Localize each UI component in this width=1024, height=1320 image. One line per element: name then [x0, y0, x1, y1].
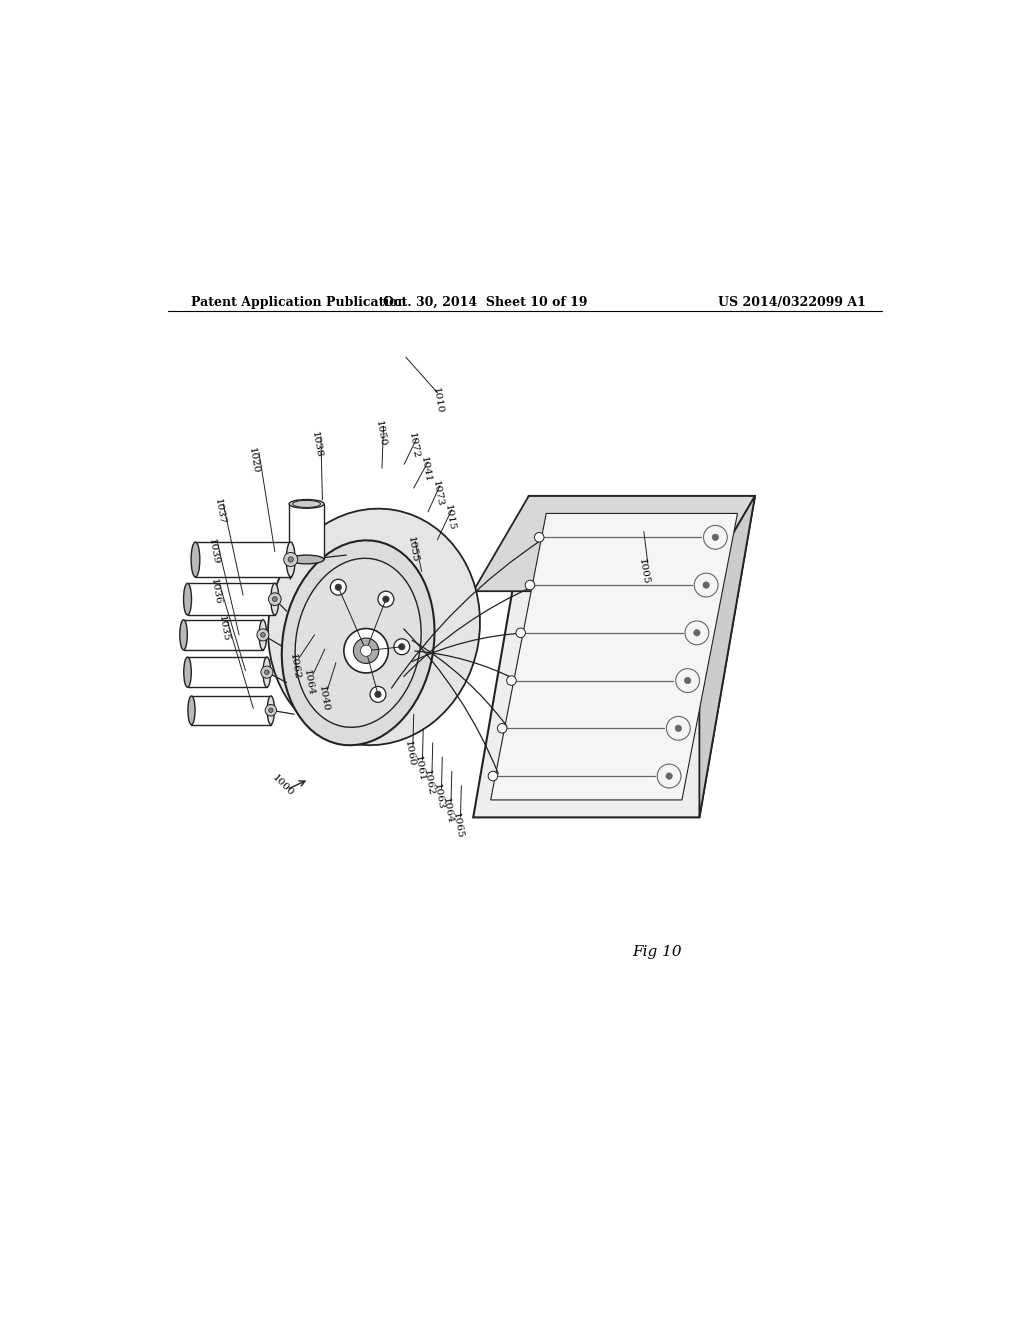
Ellipse shape — [180, 620, 187, 649]
Circle shape — [684, 677, 691, 684]
Polygon shape — [490, 513, 737, 800]
Polygon shape — [187, 657, 267, 688]
Text: 1063: 1063 — [431, 783, 445, 810]
Text: Oct. 30, 2014  Sheet 10 of 19: Oct. 30, 2014 Sheet 10 of 19 — [383, 296, 588, 309]
Circle shape — [288, 557, 293, 562]
Ellipse shape — [289, 499, 324, 508]
Text: 1036: 1036 — [209, 577, 222, 605]
Circle shape — [264, 669, 269, 675]
Text: 1065: 1065 — [451, 812, 464, 840]
Text: 1000: 1000 — [270, 774, 295, 799]
Circle shape — [265, 705, 276, 715]
Text: Fig 10: Fig 10 — [632, 945, 682, 958]
Polygon shape — [289, 504, 324, 560]
Ellipse shape — [183, 583, 191, 615]
Polygon shape — [187, 583, 274, 615]
Circle shape — [498, 723, 507, 733]
Circle shape — [398, 644, 404, 649]
Text: 1062: 1062 — [288, 653, 301, 680]
Text: 1020: 1020 — [247, 446, 260, 474]
Text: 1050: 1050 — [374, 420, 387, 447]
Circle shape — [535, 532, 544, 543]
Ellipse shape — [263, 657, 270, 688]
Circle shape — [360, 645, 372, 656]
Text: 1015: 1015 — [442, 503, 456, 531]
Circle shape — [713, 535, 719, 540]
Circle shape — [261, 667, 273, 678]
Circle shape — [383, 595, 389, 602]
Text: 1005: 1005 — [637, 557, 650, 585]
Ellipse shape — [295, 558, 421, 727]
Circle shape — [284, 553, 298, 566]
Text: 1055: 1055 — [406, 536, 419, 562]
Text: Patent Application Publication: Patent Application Publication — [191, 296, 407, 309]
Circle shape — [516, 628, 525, 638]
Text: 1010: 1010 — [431, 387, 444, 414]
Ellipse shape — [191, 543, 200, 577]
Text: 1040: 1040 — [316, 685, 330, 713]
Ellipse shape — [287, 543, 295, 577]
Circle shape — [394, 639, 410, 655]
Circle shape — [261, 632, 265, 638]
Circle shape — [525, 581, 535, 590]
Text: 1038: 1038 — [310, 430, 324, 458]
Ellipse shape — [289, 556, 324, 564]
Circle shape — [268, 708, 273, 713]
Circle shape — [693, 630, 700, 636]
Circle shape — [488, 771, 498, 781]
Circle shape — [666, 774, 673, 779]
Circle shape — [378, 591, 394, 607]
Polygon shape — [183, 620, 263, 649]
Text: 1064: 1064 — [302, 669, 315, 697]
Circle shape — [675, 725, 682, 731]
Polygon shape — [196, 543, 291, 577]
Ellipse shape — [183, 657, 191, 688]
Circle shape — [702, 582, 710, 589]
Text: 1062: 1062 — [422, 768, 435, 796]
Text: 1037: 1037 — [213, 498, 226, 525]
Ellipse shape — [268, 508, 480, 746]
Circle shape — [268, 593, 282, 606]
Text: 1064: 1064 — [441, 797, 455, 825]
Circle shape — [344, 628, 388, 673]
Text: 1060: 1060 — [403, 741, 417, 768]
Text: 1039: 1039 — [207, 537, 220, 565]
Text: 1073: 1073 — [431, 479, 444, 507]
Text: 1061: 1061 — [413, 754, 426, 781]
Ellipse shape — [259, 620, 266, 649]
Ellipse shape — [188, 696, 195, 725]
Ellipse shape — [282, 540, 434, 746]
Text: US 2014/0322099 A1: US 2014/0322099 A1 — [718, 296, 866, 309]
Circle shape — [507, 676, 516, 685]
Text: 1072: 1072 — [407, 432, 421, 459]
Circle shape — [272, 597, 278, 602]
Circle shape — [335, 583, 341, 590]
Polygon shape — [473, 496, 755, 817]
Circle shape — [257, 628, 269, 642]
Ellipse shape — [270, 583, 279, 615]
Polygon shape — [699, 496, 755, 817]
Circle shape — [331, 579, 346, 595]
Text: 1035: 1035 — [216, 615, 230, 643]
Polygon shape — [473, 496, 755, 591]
Text: 1041: 1041 — [419, 455, 432, 483]
Circle shape — [370, 686, 386, 702]
Ellipse shape — [267, 696, 274, 725]
Circle shape — [353, 638, 379, 664]
Ellipse shape — [293, 500, 321, 507]
Polygon shape — [191, 696, 270, 725]
Circle shape — [375, 692, 381, 697]
